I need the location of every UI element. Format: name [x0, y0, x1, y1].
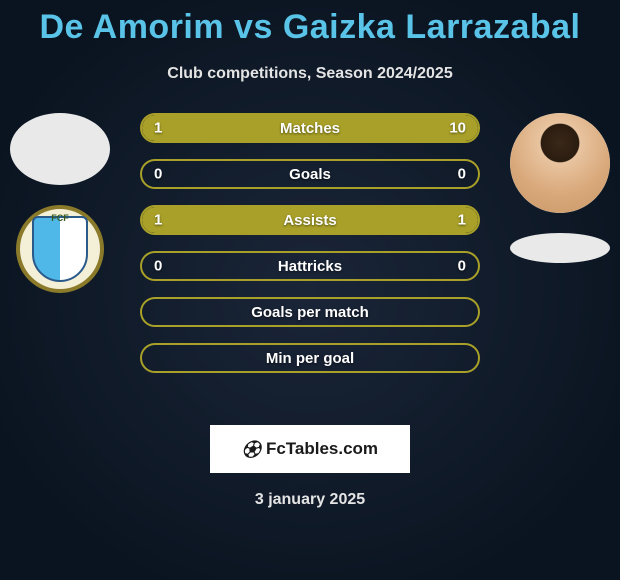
stat-value-left: 1: [154, 212, 162, 229]
stat-value-left: 0: [154, 258, 162, 275]
player-right-column: [500, 113, 620, 263]
compare-area: FCF 1Matches100Goals01Assists10Hattricks…: [0, 113, 620, 413]
stat-bar: Min per goal: [140, 343, 480, 373]
player-right-avatar: [510, 113, 610, 213]
branding-logo-icon: ⚽︎: [242, 436, 260, 462]
date-line: 3 january 2025: [0, 491, 620, 509]
player-right-club-badge: [510, 233, 610, 263]
stat-value-right: 0: [458, 258, 466, 275]
stat-bar: 1 Assists 1: [140, 205, 480, 235]
stat-bar: Goals per match: [140, 297, 480, 327]
stat-value-left: 1: [154, 120, 162, 137]
stat-label: Matches: [280, 120, 340, 137]
club-badge-text: FCF: [51, 213, 69, 223]
stat-label: Min per goal: [266, 350, 354, 367]
player-face-icon: [510, 113, 610, 213]
stat-bars: 1Matches100Goals01Assists10Hattricks0Goa…: [140, 113, 480, 373]
stat-label: Goals per match: [251, 304, 369, 321]
subtitle: Club competitions, Season 2024/2025: [0, 65, 620, 83]
page-title: De Amorim vs Gaizka Larrazabal: [0, 0, 620, 47]
stat-value-left: 0: [154, 166, 162, 183]
club-badge-shield-icon: [32, 216, 88, 282]
stat-label: Hattricks: [278, 258, 342, 275]
stat-value-right: 0: [458, 166, 466, 183]
stat-bar: 0 Hattricks 0: [140, 251, 480, 281]
stat-value-right: 1: [458, 212, 466, 229]
stat-value-right: 10: [449, 120, 466, 137]
player-left-club-badge: FCF: [16, 205, 104, 293]
branding-banner: ⚽︎ FcTables.com: [210, 425, 410, 473]
player-left-column: FCF: [0, 113, 120, 293]
player-left-avatar: [10, 113, 110, 185]
stat-bar: 0 Goals 0: [140, 159, 480, 189]
stat-label: Goals: [289, 166, 331, 183]
stat-label: Assists: [283, 212, 336, 229]
branding-text: FcTables.com: [266, 439, 378, 459]
stat-bar: 1 Matches 10: [140, 113, 480, 143]
